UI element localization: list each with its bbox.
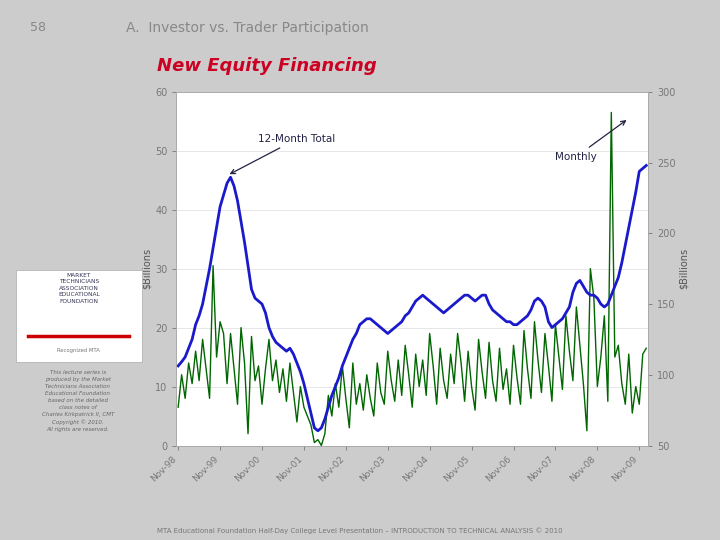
Text: Recognized MTA: Recognized MTA: [58, 348, 100, 353]
Y-axis label: $Billions: $Billions: [678, 248, 688, 289]
Y-axis label: $Billions: $Billions: [143, 248, 152, 289]
Text: New Equity Financing: New Equity Financing: [157, 57, 377, 75]
Text: Monthly: Monthly: [555, 121, 626, 161]
Text: This lecture series is
produced by the Market
Technicians Association
Educationa: This lecture series is produced by the M…: [42, 370, 114, 432]
Text: MTA Educational Foundation Half-Day College Level Presentation – INTRODUCTION TO: MTA Educational Foundation Half-Day Coll…: [157, 527, 563, 534]
Text: MARKET
TECHNICIANS
ASSOCIATION
EDUCATIONAL
FOUNDATION: MARKET TECHNICIANS ASSOCIATION EDUCATION…: [58, 273, 99, 304]
Text: 58: 58: [30, 21, 46, 33]
Text: A.  Investor vs. Trader Participation: A. Investor vs. Trader Participation: [126, 21, 369, 35]
Text: 12-Month Total: 12-Month Total: [230, 134, 336, 173]
